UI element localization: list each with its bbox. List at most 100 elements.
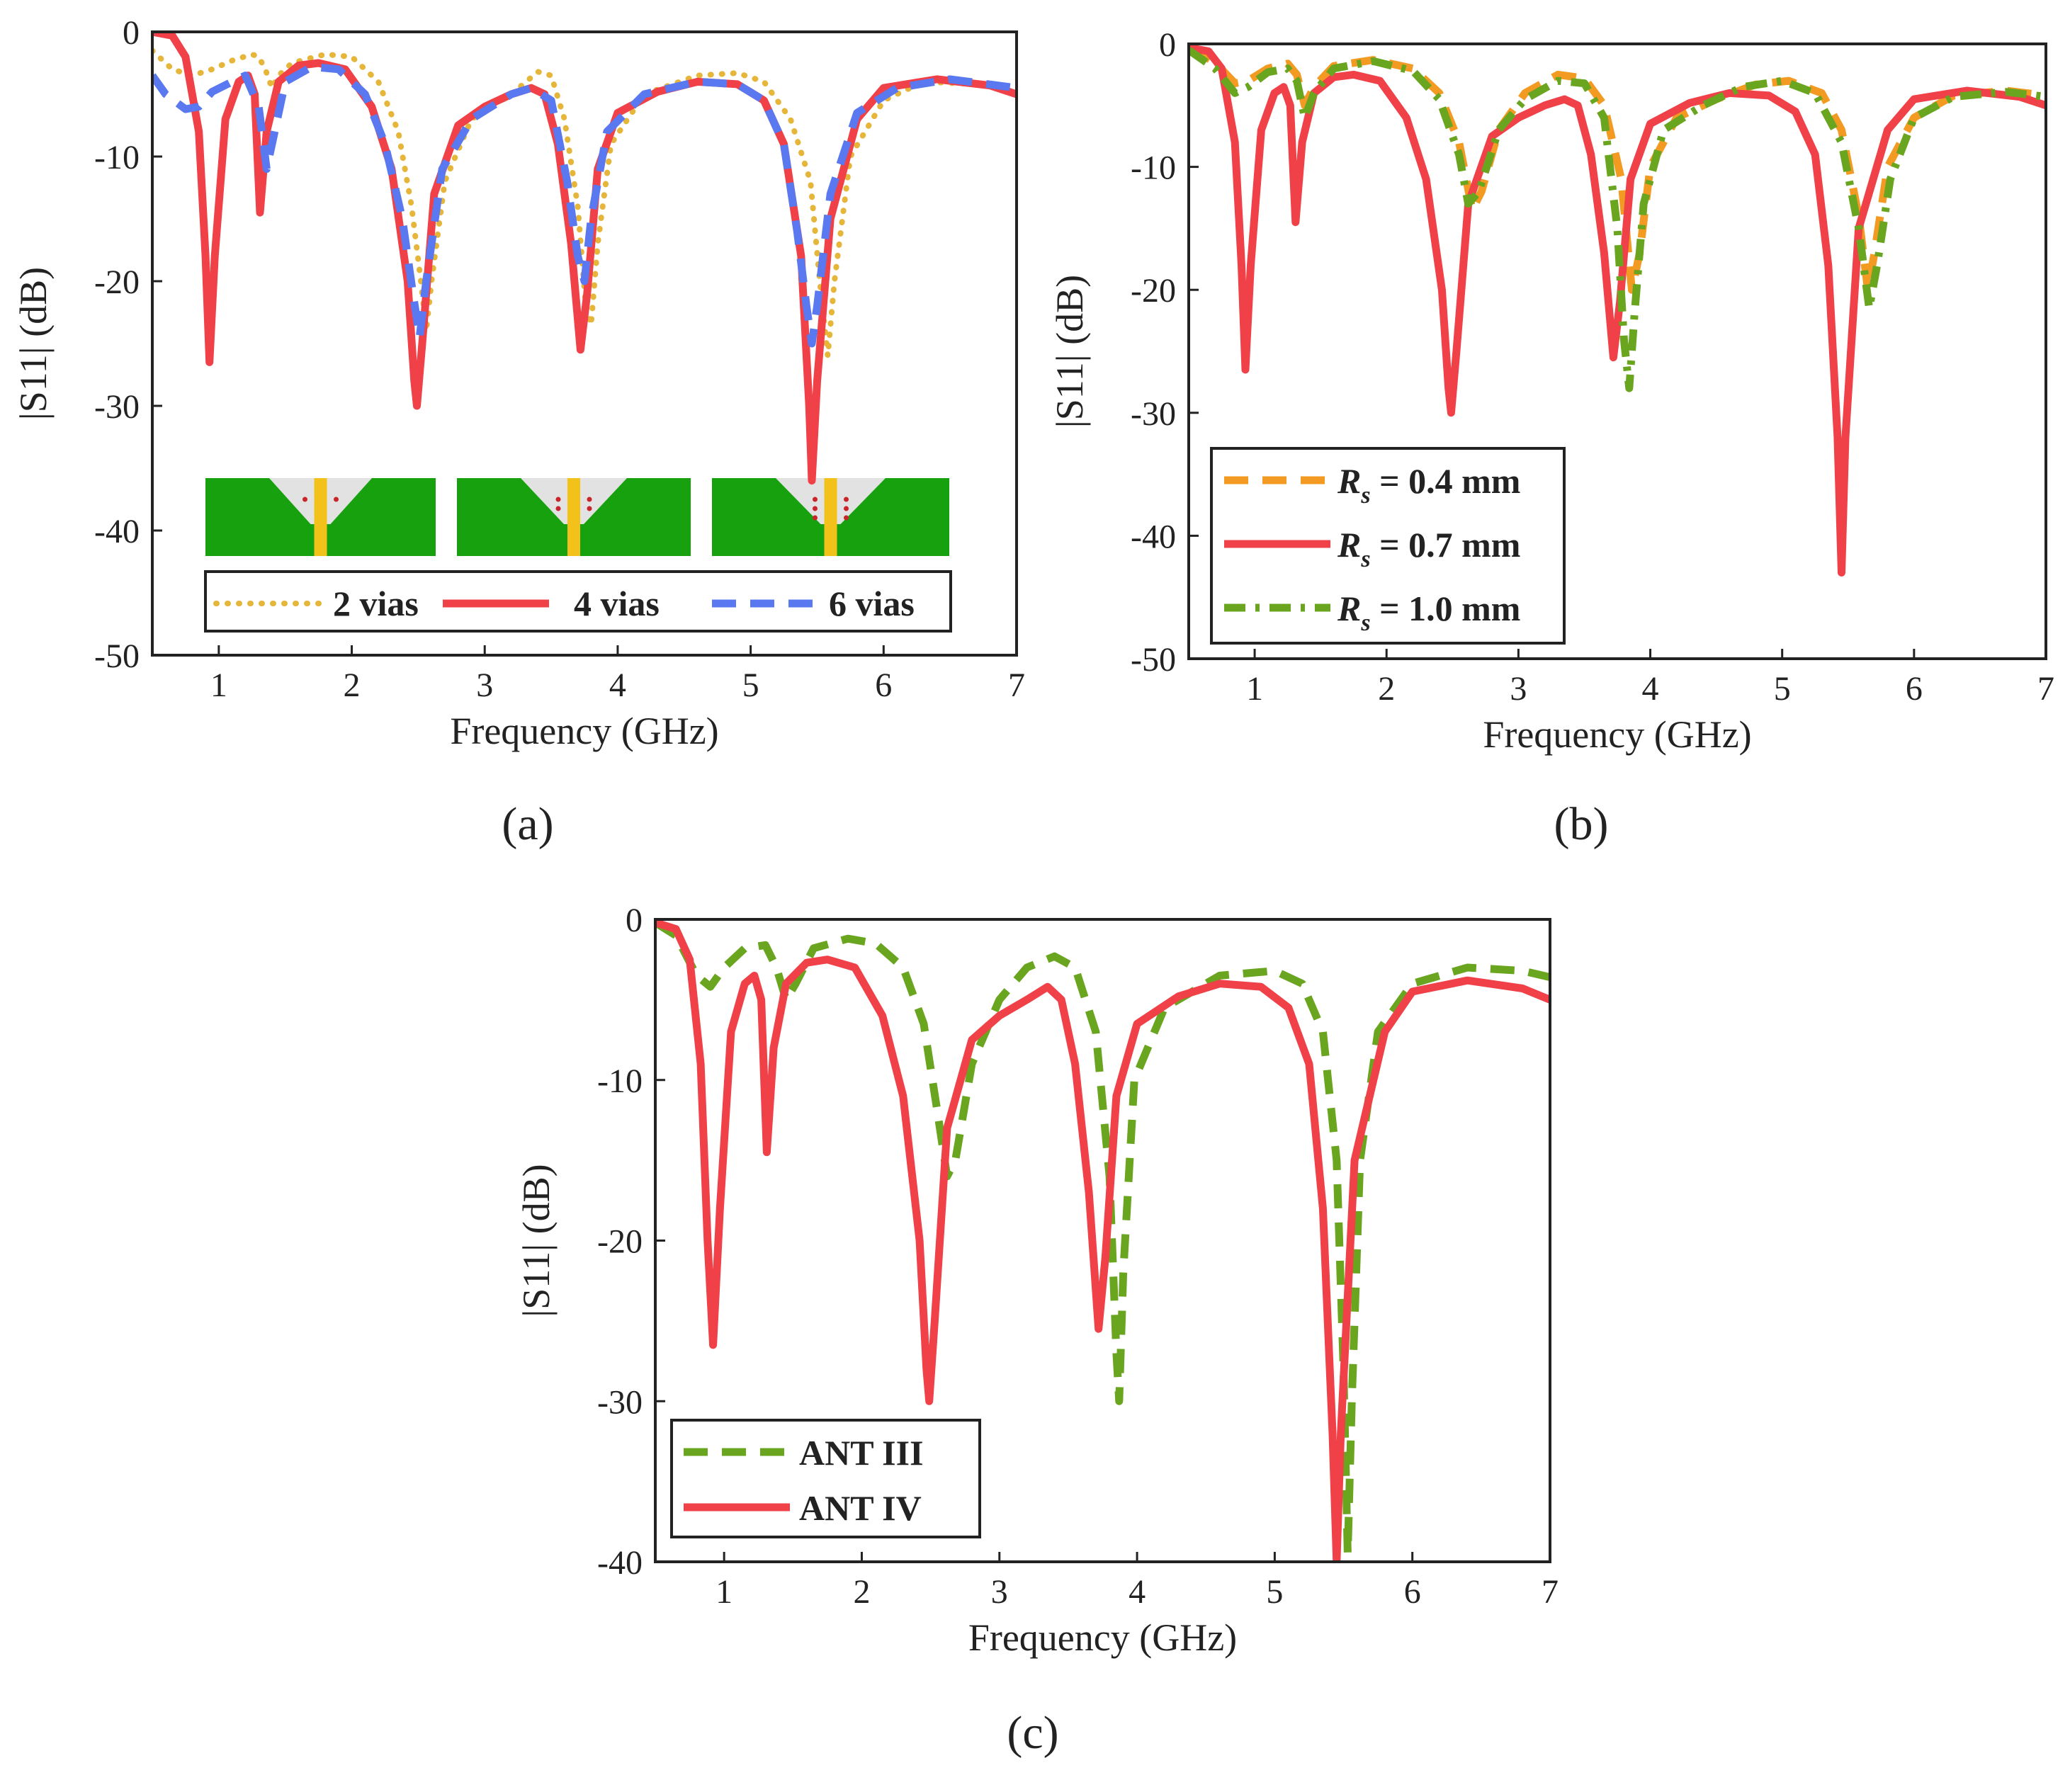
y-tick-label: -20 — [597, 1223, 643, 1261]
x-tick-label: 5 — [1774, 670, 1791, 708]
y-tick-label: 0 — [626, 902, 643, 939]
legend-label-sub: s — [1360, 546, 1370, 572]
legend-label-rest: = 0.7 mm — [1371, 525, 1521, 565]
y-axis-title: |S11| (dB) — [515, 1164, 558, 1317]
y-tick-label: -30 — [94, 388, 140, 426]
y-tick-label: -50 — [94, 637, 140, 675]
x-tick-label: 4 — [1129, 1573, 1146, 1611]
plot-frame — [151, 30, 1018, 657]
legend-label-sub: s — [1360, 482, 1370, 509]
chart-panel-b: 1 2 3 4 5 6 7 0 -10 -20 -30 -40 -50 Frequency (GHz) |S… — [1048, 26, 2054, 850]
y-tick-label: -10 — [597, 1062, 643, 1100]
y-tick-label: -40 — [1131, 518, 1176, 555]
4-via-layout-icon — [457, 478, 691, 556]
legend: 2 vias 4 vias 6 vias — [204, 570, 952, 633]
y-tick-label: -20 — [94, 263, 140, 301]
series-line-4-vias — [152, 32, 1017, 485]
series-line-ant-iv — [655, 919, 1550, 1562]
y-tick-label: -10 — [1131, 149, 1176, 187]
panel-label: (c) — [1007, 1707, 1058, 1759]
legend-label: Rs = 0.4 mm — [1337, 461, 1520, 509]
series-line-rs-1-0-mm — [1189, 47, 2046, 392]
x-axis-title: Frequency (GHz) — [1483, 713, 1751, 756]
y-axis-title: |S11| (dB) — [1048, 275, 1091, 428]
via-dot — [844, 497, 849, 502]
x-tick-label: 6 — [1404, 1573, 1421, 1611]
y-tick-label: -20 — [1131, 272, 1176, 310]
plot-frame — [1187, 42, 2047, 660]
y-tick-label: -30 — [597, 1383, 643, 1421]
legend-label-rest: = 1.0 mm — [1371, 589, 1521, 628]
legend-label: Rs = 0.7 mm — [1337, 525, 1520, 572]
series-line-ant-iii — [655, 919, 1550, 1558]
legend-label-main: R — [1337, 589, 1361, 628]
legend-label-main: R — [1337, 525, 1361, 565]
via-dot — [302, 497, 307, 502]
y-tick-label: 0 — [123, 14, 140, 52]
y-tick-label: -40 — [94, 513, 140, 550]
via-dot — [844, 515, 849, 521]
y-tick-label: -50 — [1131, 641, 1176, 679]
feed-line-shape — [824, 478, 837, 556]
legend-box — [670, 1419, 981, 1538]
x-tick-label: 3 — [991, 1573, 1008, 1611]
6-via-layout-icon — [712, 478, 949, 556]
inset-via-layouts — [205, 478, 949, 556]
legend-label: ANT III — [799, 1433, 924, 1473]
legend-label: 2 vias — [333, 584, 419, 623]
plot-area — [1189, 44, 2046, 577]
x-tick-label: 5 — [1266, 1573, 1283, 1611]
x-tick-label: 1 — [210, 667, 227, 704]
y-tick-label: -30 — [1131, 395, 1176, 433]
x-tick-label: 2 — [344, 667, 361, 704]
panel-label: (a) — [502, 798, 553, 850]
legend-label: Rs = 1.0 mm — [1337, 589, 1520, 636]
x-axis-title: Frequency (GHz) — [968, 1616, 1237, 1659]
feed-line-shape — [314, 478, 327, 556]
x-tick-label: 1 — [1246, 670, 1263, 708]
y-tick-label: -10 — [94, 139, 140, 176]
y-axis-title: |S11| (dB) — [12, 267, 55, 420]
legend-label: ANT IV — [799, 1488, 922, 1528]
legend-box — [204, 570, 952, 633]
series-line-rs-0-4-mm — [1189, 44, 2046, 294]
x-tick-label: 7 — [1008, 667, 1025, 704]
via-dot — [334, 497, 339, 502]
legend-label-rest: = 0.4 mm — [1371, 461, 1521, 501]
x-tick-label: 3 — [476, 667, 493, 704]
via-dot — [813, 497, 818, 502]
x-tick-label: 7 — [2037, 670, 2054, 708]
x-tick-label: 6 — [1906, 670, 1923, 708]
plot-area — [152, 32, 1017, 485]
x-tick-label: 3 — [1510, 670, 1527, 708]
x-tick-label: 5 — [742, 667, 759, 704]
legend-label-main: R — [1337, 461, 1361, 501]
via-dot — [844, 506, 849, 511]
via-dot — [813, 506, 818, 511]
x-tick-label: 1 — [716, 1573, 733, 1611]
x-tick-label: 4 — [609, 667, 626, 704]
via-dot — [587, 497, 592, 502]
via-dot — [555, 506, 561, 511]
via-dot — [555, 497, 561, 502]
y-tick-label: -40 — [597, 1544, 643, 1582]
legend: ANT III ANT IV — [670, 1419, 981, 1538]
series-line-6-vias — [152, 62, 1017, 348]
legend-label-sub: s — [1360, 610, 1370, 636]
x-axis-title: Frequency (GHz) — [450, 710, 718, 752]
plot-area — [655, 919, 1550, 1562]
x-tick-label: 7 — [1542, 1573, 1559, 1611]
legend-label: 4 vias — [574, 584, 660, 623]
y-tick-label: 0 — [1159, 26, 1176, 64]
panel-label: (b) — [1554, 798, 1609, 850]
x-tick-label: 2 — [1378, 670, 1395, 708]
legend-label: 6 vias — [829, 584, 915, 623]
via-dot — [587, 506, 592, 511]
chart-panel-a: 1 2 3 4 5 6 7 0 -10 -20 -30 -40 -50 Frequency (GHz) |S… — [12, 14, 1025, 850]
x-tick-label: 6 — [875, 667, 892, 704]
x-tick-label: 4 — [1642, 670, 1659, 708]
feed-line-shape — [567, 478, 580, 556]
2-via-layout-icon — [205, 478, 436, 556]
